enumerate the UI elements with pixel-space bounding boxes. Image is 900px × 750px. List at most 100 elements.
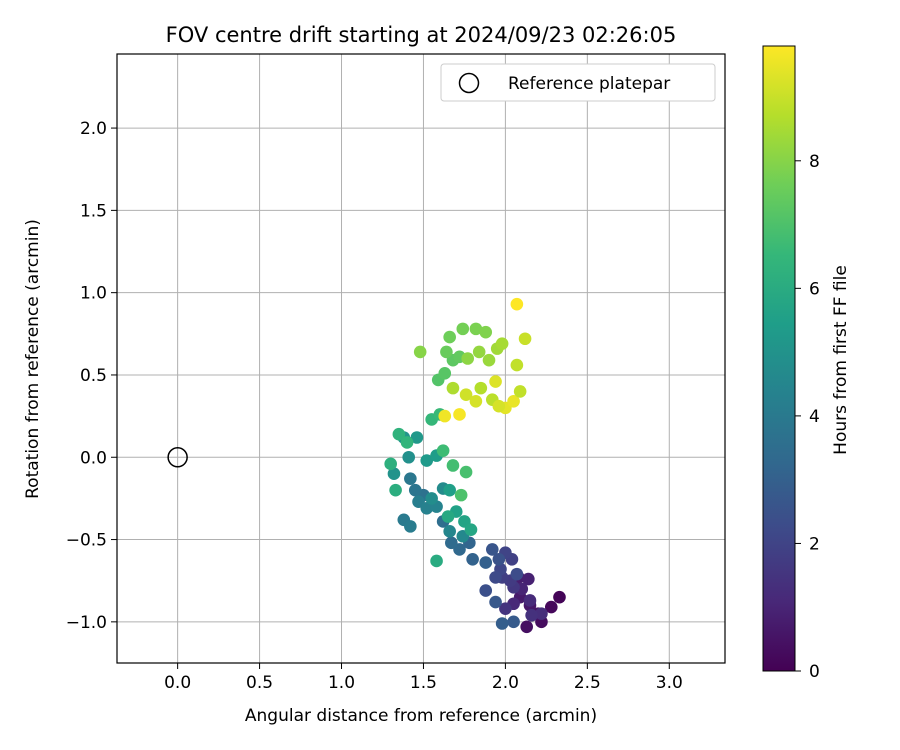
y-tick-label: 2.0 xyxy=(80,119,107,139)
colorbar-label: Hours from first FF file xyxy=(831,265,851,455)
y-tick-label: −1.0 xyxy=(66,613,107,633)
legend-label: Reference platepar xyxy=(508,74,670,94)
data-point xyxy=(553,590,566,604)
y-tick-label: 1.5 xyxy=(80,201,107,221)
data-point xyxy=(443,483,456,497)
data-point xyxy=(446,381,460,395)
data-point xyxy=(499,602,512,615)
data-point xyxy=(479,584,493,597)
data-point xyxy=(459,465,473,479)
data-point xyxy=(445,536,458,550)
data-point xyxy=(454,488,468,502)
data-point xyxy=(389,483,402,497)
data-point xyxy=(489,375,502,388)
data-point xyxy=(495,337,509,350)
x-tick-label: 1.0 xyxy=(328,673,355,693)
x-tick-label: 0.5 xyxy=(246,673,273,693)
data-point xyxy=(489,595,502,609)
data-point xyxy=(535,607,548,620)
data-point xyxy=(474,381,488,395)
data-point xyxy=(469,394,483,408)
data-point xyxy=(400,436,414,449)
data-point xyxy=(544,600,558,614)
colorbar-tick-label: 2 xyxy=(809,534,820,554)
data-point xyxy=(510,297,524,311)
data-point xyxy=(507,394,520,408)
data-point xyxy=(387,467,401,481)
data-point xyxy=(410,431,424,444)
data-point xyxy=(425,492,438,505)
data-point xyxy=(420,454,434,467)
x-tick-label: 0.0 xyxy=(164,673,191,693)
data-point xyxy=(402,450,416,464)
data-point xyxy=(522,572,535,586)
y-axis-ticks: −1.0 −0.5 0.0 0.5 1.0 1.5 2.0 xyxy=(66,119,117,633)
y-axis-label: Rotation from reference (arcmin) xyxy=(23,219,43,499)
data-point xyxy=(456,322,470,336)
data-point xyxy=(472,345,486,359)
data-point xyxy=(459,388,473,402)
data-point xyxy=(413,345,427,359)
y-tick-label: −0.5 xyxy=(66,531,107,551)
data-point xyxy=(464,523,478,536)
data-point xyxy=(392,427,406,441)
data-point xyxy=(489,571,502,584)
grid-lines xyxy=(117,54,725,663)
data-point xyxy=(438,367,452,380)
reference-point xyxy=(167,447,188,468)
data-point xyxy=(436,444,450,457)
data-point xyxy=(479,556,493,569)
data-point xyxy=(440,345,453,359)
data-point xyxy=(518,332,532,346)
data-point xyxy=(510,358,524,372)
data-point xyxy=(507,615,520,629)
data-point xyxy=(520,620,534,634)
data-point xyxy=(461,352,475,365)
data-point xyxy=(443,330,456,344)
data-point xyxy=(492,399,506,413)
y-tick-label: 1.0 xyxy=(80,284,107,304)
data-point xyxy=(404,472,417,485)
data-point xyxy=(430,554,443,568)
x-tick-label: 2.0 xyxy=(492,673,519,693)
y-tick-label: 0.0 xyxy=(80,448,107,468)
colorbar-tick-label: 8 xyxy=(809,152,820,172)
data-point xyxy=(446,459,460,472)
colorbar-tick-label: 0 xyxy=(809,662,820,682)
data-point xyxy=(482,353,496,367)
chart-title: FOV centre drift starting at 2024/09/23 … xyxy=(166,23,677,47)
colorbar-ticks: 0 2 4 6 8 xyxy=(795,152,820,682)
x-axis-label: Angular distance from reference (arcmin) xyxy=(245,706,597,726)
data-point xyxy=(408,483,422,497)
data-point xyxy=(384,457,397,471)
data-point xyxy=(479,325,493,339)
data-point xyxy=(492,553,506,566)
legend-marker-icon xyxy=(458,72,480,94)
legend-box xyxy=(440,63,716,102)
colorbar xyxy=(762,45,796,672)
x-tick-label: 2.5 xyxy=(574,673,601,693)
data-point xyxy=(420,501,434,515)
data-point xyxy=(453,408,466,421)
data-points xyxy=(384,297,566,634)
data-point xyxy=(404,520,417,533)
plot-frame xyxy=(116,53,726,664)
data-point xyxy=(523,594,537,607)
data-point xyxy=(485,543,499,556)
data-point xyxy=(441,510,455,523)
colorbar-tick-label: 6 xyxy=(809,279,820,299)
data-point xyxy=(466,553,479,566)
data-point xyxy=(513,385,527,398)
data-point xyxy=(510,567,524,581)
x-tick-label: 1.5 xyxy=(410,673,437,693)
data-point xyxy=(495,617,509,630)
data-point xyxy=(438,409,452,423)
data-point xyxy=(443,525,456,538)
legend: Reference platepar xyxy=(440,63,716,102)
data-point xyxy=(469,322,483,336)
data-point xyxy=(525,608,538,622)
colorbar-tick-label: 4 xyxy=(809,407,820,427)
x-axis-ticks: 0.0 0.5 1.0 1.5 2.0 2.5 3.0 xyxy=(164,663,683,693)
y-tick-label: 0.5 xyxy=(80,366,107,386)
